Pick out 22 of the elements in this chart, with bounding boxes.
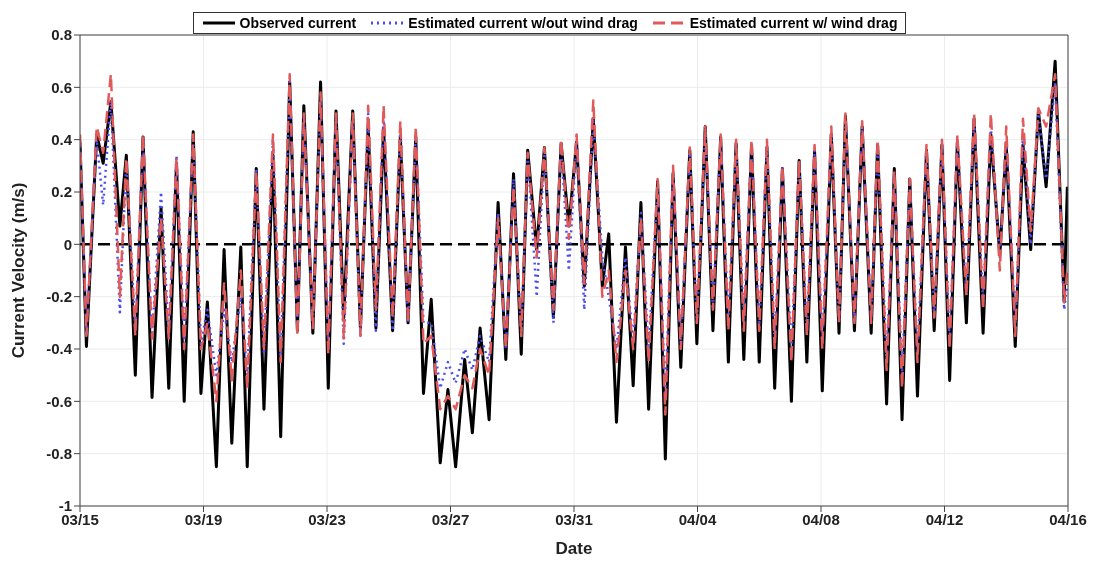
x-tick-label: 04/04 xyxy=(678,510,717,528)
legend-label: Estimated current w/out wind drag xyxy=(408,15,638,31)
y-tick-label: -0.4 xyxy=(46,340,73,358)
x-tick-label: 03/31 xyxy=(555,510,593,528)
x-tick-label: 03/19 xyxy=(184,510,223,528)
legend-label: Observed current xyxy=(239,15,357,31)
y-tick-label: -0.6 xyxy=(46,392,72,410)
x-tick-label: 03/23 xyxy=(308,510,346,528)
x-tick-label: 04/16 xyxy=(1049,510,1087,528)
x-tick-label: 04/12 xyxy=(925,510,964,528)
y-tick-label: -0.2 xyxy=(46,287,72,305)
x-axis-title: Date xyxy=(555,539,593,558)
y-tick-label: 0.8 xyxy=(51,26,72,44)
y-tick-label: 0 xyxy=(63,235,72,253)
y-tick-label: 0.4 xyxy=(51,130,73,148)
x-tick-label: 04/08 xyxy=(802,510,840,528)
y-tick-label: 0.6 xyxy=(51,78,72,96)
y-tick-label: 0.2 xyxy=(51,183,72,201)
x-tick-label: 03/27 xyxy=(431,510,470,528)
y-axis-title: Current Velocity (m/s) xyxy=(9,182,29,359)
y-tick-label: -0.8 xyxy=(46,444,72,462)
legend-label: Estimated current w/ wind drag xyxy=(689,15,898,31)
